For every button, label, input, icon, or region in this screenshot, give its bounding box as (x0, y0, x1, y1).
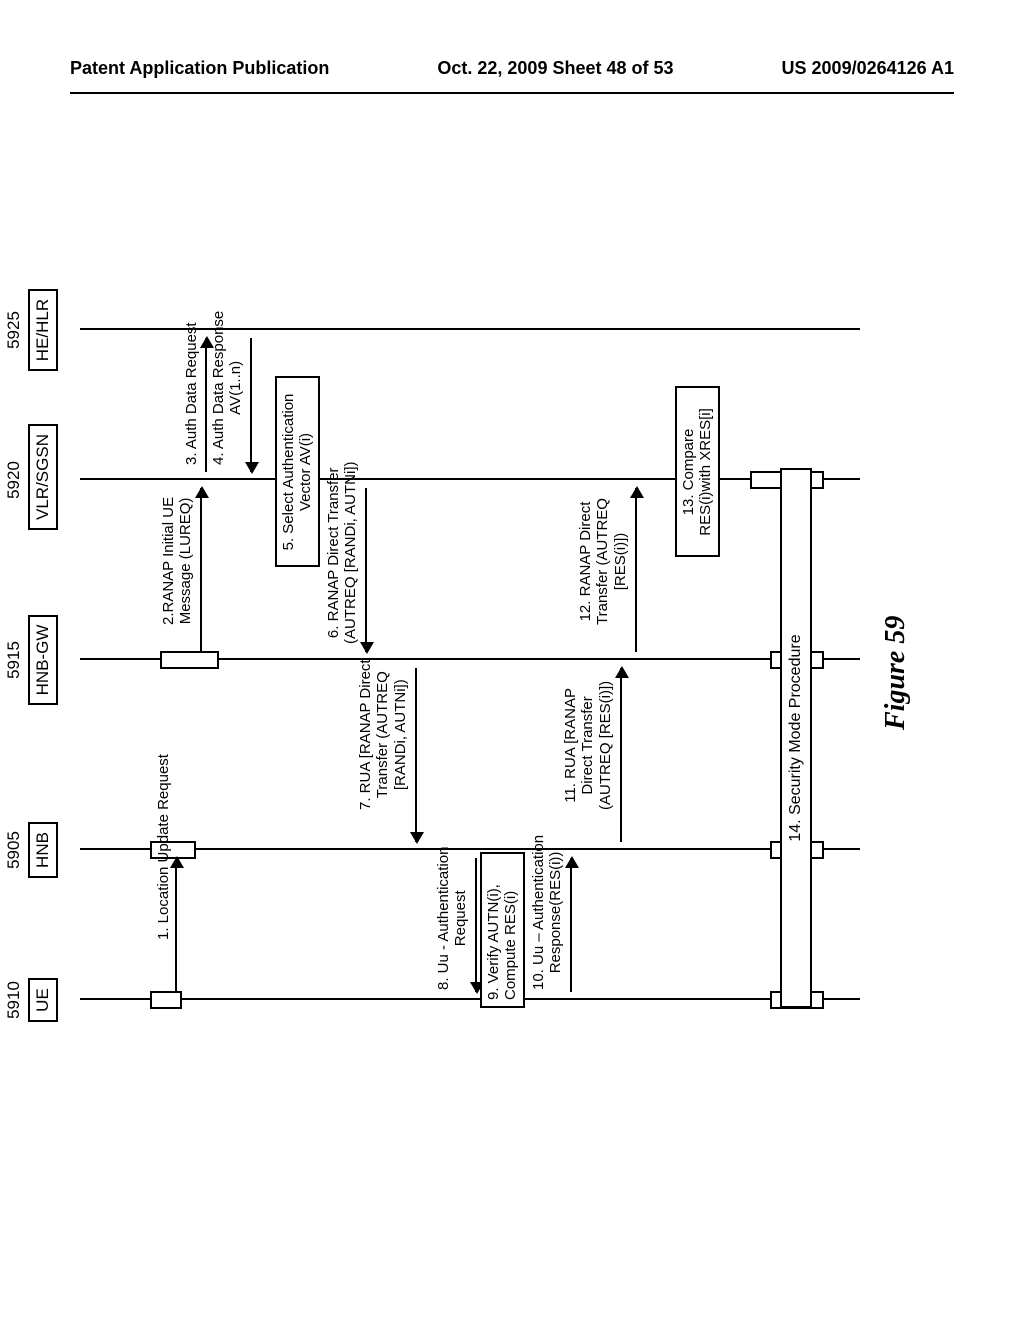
actor-label: UE (28, 978, 58, 1022)
lifeline (80, 998, 860, 1000)
message-arrow (205, 338, 207, 472)
message-label: 3. Auth Data Request (183, 322, 200, 465)
actor-id: 5910 (4, 950, 24, 1050)
message-arrow (175, 858, 177, 992)
message-arrow (570, 858, 572, 992)
message-arrow (250, 338, 252, 472)
actor-label: HNB-GW (28, 615, 58, 706)
message-label: 1. Location Update Request (155, 754, 172, 940)
actor-label: HE/HLR (28, 289, 58, 371)
actor-head: 5915HNB-GW (4, 610, 58, 710)
message-arrow (635, 488, 637, 652)
final-procedure-band: 14. Security Mode Procedure (780, 468, 812, 1008)
message-arrow (475, 858, 477, 992)
message-arrow (365, 488, 367, 652)
self-action-box: 5. Select Authentication Vector AV(i) (275, 377, 320, 568)
actor-head: 5925HE/HLR (4, 280, 58, 380)
actor-label: HNB (28, 822, 58, 878)
actor-id: 5925 (4, 280, 24, 380)
sequence-diagram: Figure 59 5910UE5905HNB5915HNB-GW5920VLR… (40, 300, 1000, 1020)
lifeline (80, 848, 860, 850)
message-arrow (415, 668, 417, 842)
actor-id: 5915 (4, 610, 24, 710)
actor-id: 5905 (4, 800, 24, 900)
activation-bar (160, 651, 219, 669)
page-header: Patent Application Publication Oct. 22, … (70, 58, 954, 94)
lifeline (80, 478, 860, 480)
actor-head: 5905HNB (4, 800, 58, 900)
message-label: 7. RUA [RANAP Direct Transfer (AUTREQ [R… (357, 659, 409, 810)
message-label: 6. RANAP Direct Transfer (AUTREQ [RANDi,… (325, 461, 360, 644)
actor-head: 5920VLR/SGSN (4, 430, 58, 530)
header-right: US 2009/0264126 A1 (782, 58, 954, 92)
header-left: Patent Application Publication (70, 58, 329, 92)
figure-caption: Figure 59 (880, 616, 912, 730)
message-label: 12. RANAP Direct Transfer (AUTREQ [RES(i… (577, 498, 629, 625)
actor-label: VLR/SGSN (28, 424, 58, 530)
actor-id: 5920 (4, 430, 24, 530)
message-label: 4. Auth Data Response AV(1..n) (210, 311, 245, 465)
message-arrow (620, 668, 622, 842)
self-action-box: 9. Verify AUTN(i), Compute RES(i) (480, 852, 525, 1008)
activation-bar (150, 991, 182, 1009)
self-action-box: 13. Compare RES(i)with XRES[i] (675, 387, 720, 558)
message-label: 2.RANAP Initial UE Message (LUREQ) (160, 497, 195, 625)
message-label: 11. RUA [RANAP Direct Transfer (AUTREQ [… (562, 681, 614, 810)
actor-head: 5910UE (4, 950, 58, 1050)
message-label: 10. Uu – Authentication Response(RES(i)) (530, 835, 565, 990)
message-label: 8. Uu - Authentication Request (435, 847, 470, 990)
message-arrow (200, 488, 202, 652)
header-center: Oct. 22, 2009 Sheet 48 of 53 (437, 58, 673, 92)
